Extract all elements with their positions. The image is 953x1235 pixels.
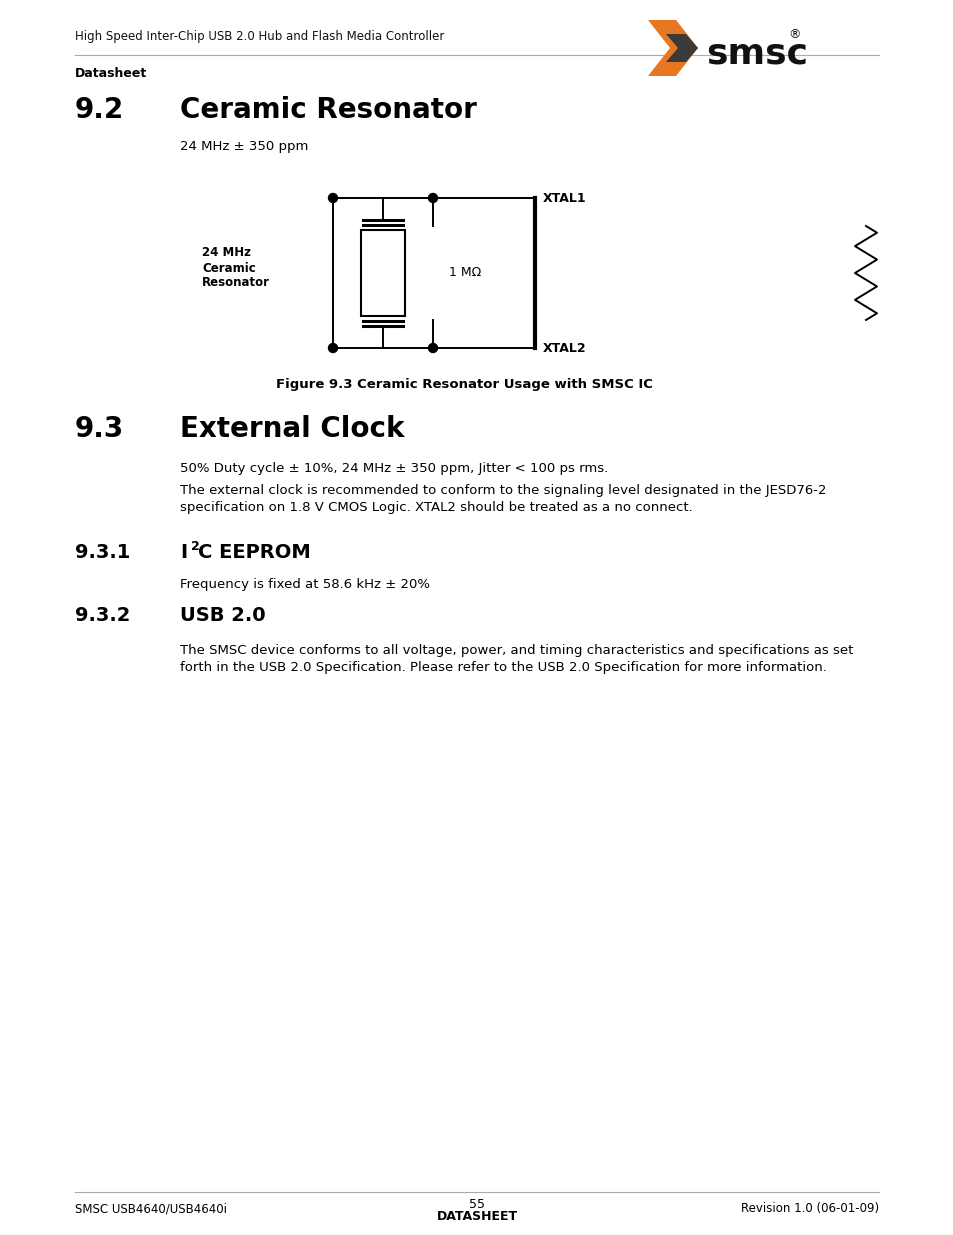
Text: Revision 1.0 (06-01-09): Revision 1.0 (06-01-09) xyxy=(740,1202,878,1215)
Text: 9.3: 9.3 xyxy=(75,415,124,443)
Text: XTAL1: XTAL1 xyxy=(542,191,586,205)
Text: External Clock: External Clock xyxy=(180,415,404,443)
Text: Datasheet: Datasheet xyxy=(75,67,147,80)
Text: C EEPROM: C EEPROM xyxy=(198,543,311,562)
Text: Frequency is fixed at 58.6 kHz ± 20%: Frequency is fixed at 58.6 kHz ± 20% xyxy=(180,578,430,592)
Text: XTAL2: XTAL2 xyxy=(542,342,586,354)
Polygon shape xyxy=(647,20,698,77)
Text: USB 2.0: USB 2.0 xyxy=(180,606,265,625)
Text: 55: 55 xyxy=(469,1198,484,1212)
Text: Ceramic Resonator: Ceramic Resonator xyxy=(180,96,476,124)
Text: 1 MΩ: 1 MΩ xyxy=(449,267,480,279)
Text: ®: ® xyxy=(787,28,800,41)
Circle shape xyxy=(428,194,437,203)
Text: 9.3.1: 9.3.1 xyxy=(75,543,131,562)
Text: SMSC USB4640/USB4640i: SMSC USB4640/USB4640i xyxy=(75,1202,227,1215)
Text: High Speed Inter-Chip USB 2.0 Hub and Flash Media Controller: High Speed Inter-Chip USB 2.0 Hub and Fl… xyxy=(75,30,444,43)
Text: I: I xyxy=(180,543,187,562)
Text: 50% Duty cycle ± 10%, 24 MHz ± 350 ppm, Jitter < 100 ps rms.: 50% Duty cycle ± 10%, 24 MHz ± 350 ppm, … xyxy=(180,462,608,475)
Text: smsc: smsc xyxy=(705,36,807,70)
Circle shape xyxy=(328,194,337,203)
Circle shape xyxy=(328,343,337,352)
Polygon shape xyxy=(665,35,698,62)
Text: 24 MHz
Ceramic
Resonator: 24 MHz Ceramic Resonator xyxy=(202,247,270,289)
Text: The external clock is recommended to conform to the signaling level designated i: The external clock is recommended to con… xyxy=(180,484,825,514)
Text: Figure 9.3 Ceramic Resonator Usage with SMSC IC: Figure 9.3 Ceramic Resonator Usage with … xyxy=(275,378,652,391)
Circle shape xyxy=(428,343,437,352)
Text: 9.3.2: 9.3.2 xyxy=(75,606,131,625)
Text: 24 MHz ± 350 ppm: 24 MHz ± 350 ppm xyxy=(180,140,308,153)
Text: DATASHEET: DATASHEET xyxy=(436,1210,517,1223)
Text: 9.2: 9.2 xyxy=(75,96,124,124)
Text: The SMSC device conforms to all voltage, power, and timing characteristics and s: The SMSC device conforms to all voltage,… xyxy=(180,643,853,674)
Bar xyxy=(360,230,405,316)
Text: 2: 2 xyxy=(191,540,199,553)
